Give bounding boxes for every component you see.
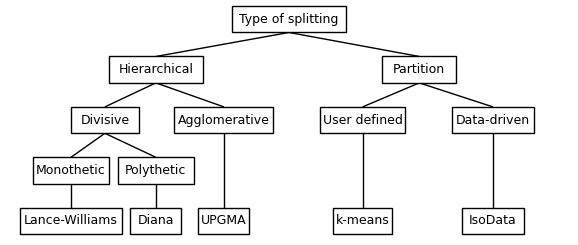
Text: Hierarchical: Hierarchical — [118, 63, 194, 76]
Text: Type of splitting: Type of splitting — [239, 13, 339, 26]
FancyBboxPatch shape — [232, 6, 346, 33]
FancyBboxPatch shape — [33, 157, 109, 184]
Text: User defined: User defined — [323, 114, 402, 127]
Text: Lance-Williams: Lance-Williams — [24, 214, 118, 227]
FancyBboxPatch shape — [198, 208, 249, 234]
FancyBboxPatch shape — [452, 107, 534, 133]
Text: Divisive: Divisive — [80, 114, 129, 127]
FancyBboxPatch shape — [20, 208, 122, 234]
FancyBboxPatch shape — [118, 157, 194, 184]
FancyBboxPatch shape — [109, 57, 203, 83]
FancyBboxPatch shape — [383, 57, 456, 83]
Text: k-means: k-means — [336, 214, 390, 227]
Text: Monothetic: Monothetic — [36, 164, 106, 177]
FancyBboxPatch shape — [71, 107, 139, 133]
Text: Data-driven: Data-driven — [456, 114, 530, 127]
Text: Agglomerative: Agglomerative — [178, 114, 270, 127]
FancyBboxPatch shape — [175, 107, 273, 133]
FancyBboxPatch shape — [333, 208, 392, 234]
FancyBboxPatch shape — [131, 208, 181, 234]
Text: UPGMA: UPGMA — [201, 214, 247, 227]
Text: IsoData: IsoData — [469, 214, 517, 227]
FancyBboxPatch shape — [320, 107, 405, 133]
FancyBboxPatch shape — [462, 208, 524, 234]
Text: Partition: Partition — [393, 63, 445, 76]
Text: Polythetic: Polythetic — [125, 164, 187, 177]
Text: Diana: Diana — [138, 214, 174, 227]
